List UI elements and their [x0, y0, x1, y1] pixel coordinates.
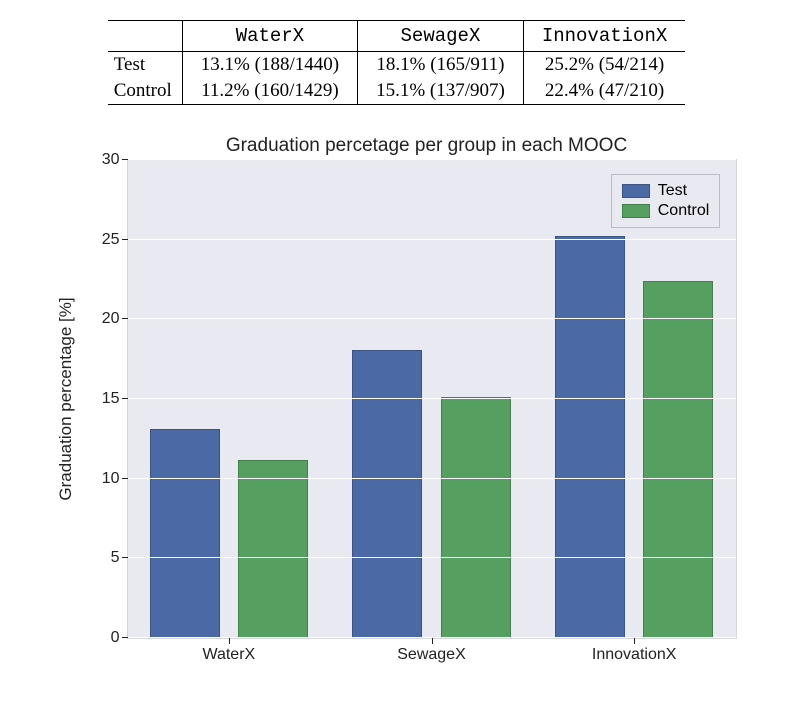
y-tick-label: 0: [111, 629, 128, 647]
table-cell: 15.1% (137/907): [358, 78, 524, 105]
table-cell: 11.2% (160/1429): [182, 78, 357, 105]
y-tick-label: 25: [102, 231, 128, 249]
chart-plot-area: Graduation percentage [%] TestControl 05…: [127, 159, 737, 639]
legend-swatch: [622, 204, 650, 218]
col-header: WaterX: [182, 21, 357, 52]
chart-title: Graduation percetage per group in each M…: [107, 135, 747, 157]
gridline: [128, 318, 736, 319]
col-header: InnovationX: [523, 21, 685, 52]
table-cell: 18.1% (165/911): [358, 52, 524, 79]
table-row: Test 13.1% (188/1440) 18.1% (165/911) 25…: [108, 52, 686, 79]
y-tick-label: 5: [111, 549, 128, 567]
x-tick-mark: [229, 638, 230, 644]
table-corner-cell: [108, 21, 183, 52]
y-tick-label: 15: [102, 390, 128, 408]
y-tick-mark: [122, 557, 128, 558]
legend-label: Test: [658, 182, 687, 200]
legend-item: Test: [622, 181, 710, 201]
legend-label: Control: [658, 202, 710, 220]
table-row: Control 11.2% (160/1429) 15.1% (137/907)…: [108, 78, 686, 105]
chart-bar: [555, 236, 625, 638]
chart-legend: Test Control: [611, 174, 721, 228]
gridline: [128, 478, 736, 479]
chart-bar: [441, 397, 511, 638]
y-tick-mark: [122, 239, 128, 240]
y-tick-mark: [122, 318, 128, 319]
y-tick-mark: [122, 398, 128, 399]
row-label: Test: [108, 52, 183, 79]
row-label: Control: [108, 78, 183, 105]
chart-bar: [643, 281, 713, 638]
gridline: [128, 398, 736, 399]
y-tick-mark: [122, 478, 128, 479]
table-header-row: WaterX SewageX InnovationX: [108, 21, 686, 52]
chart-bars-layer: [128, 160, 736, 638]
chart-bar: [352, 350, 422, 638]
table-cell: 13.1% (188/1440): [182, 52, 357, 79]
data-table: WaterX SewageX InnovationX Test 13.1% (1…: [108, 20, 686, 105]
y-tick-mark: [122, 637, 128, 638]
y-tick-label: 10: [102, 470, 128, 488]
legend-item: Control: [622, 201, 710, 221]
col-header: SewageX: [358, 21, 524, 52]
gridline: [128, 557, 736, 558]
chart-bar: [238, 460, 308, 638]
y-tick-mark: [122, 159, 128, 160]
x-tick-mark: [432, 638, 433, 644]
table-cell: 22.4% (47/210): [523, 78, 685, 105]
table-cell: 25.2% (54/214): [523, 52, 685, 79]
y-tick-label: 30: [102, 151, 128, 169]
gridline: [128, 159, 736, 160]
chart: Graduation percetage per group in each M…: [47, 135, 747, 639]
figure-container: WaterX SewageX InnovationX Test 13.1% (1…: [20, 20, 773, 639]
y-axis-label: Graduation percentage [%]: [56, 297, 76, 500]
gridline: [128, 239, 736, 240]
legend-swatch: [622, 184, 650, 198]
y-tick-label: 20: [102, 310, 128, 328]
chart-bar: [150, 429, 220, 638]
x-tick-mark: [634, 638, 635, 644]
